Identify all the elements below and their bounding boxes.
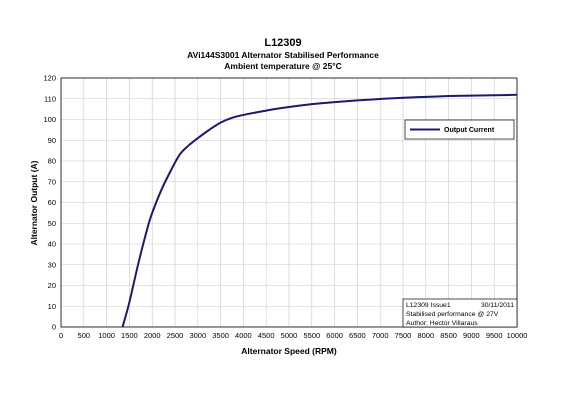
y-tick-label: 40 <box>48 240 56 249</box>
x-tick-label: 7000 <box>372 331 389 340</box>
x-tick-label: 9000 <box>463 331 480 340</box>
x-tick-label: 8000 <box>417 331 434 340</box>
info-box: L12309 Issue1 30/11/2011 Stabilised perf… <box>402 298 518 328</box>
y-tick-label: 110 <box>44 94 56 103</box>
info-date: 30/11/2011 <box>481 302 514 309</box>
x-tick-label: 2000 <box>144 331 161 340</box>
x-tick-label: 2500 <box>167 331 184 340</box>
x-tick-label: 10000 <box>507 331 528 340</box>
y-axis-ticks: 0 10 20 30 40 50 60 70 80 90 100 110 120 <box>43 74 56 332</box>
x-tick-label: 0 <box>59 331 63 340</box>
y-tick-label: 120 <box>43 74 56 83</box>
x-tick-label: 500 <box>78 331 91 340</box>
x-axis-ticks: 0 500 1000 1500 2000 2500 3000 3500 4000 4500 5000… <box>59 331 528 340</box>
y-tick-label: 30 <box>48 260 56 269</box>
plot-area-border <box>60 77 518 328</box>
x-tick-label: 6500 <box>349 331 366 340</box>
grid <box>60 77 518 328</box>
x-tick-label: 3500 <box>212 331 229 340</box>
x-tick-label: 6000 <box>326 331 343 340</box>
x-tick-label: 5000 <box>281 331 298 340</box>
x-tick-label: 8500 <box>440 331 457 340</box>
info-author: Author: Hector Villaraus <box>406 320 478 327</box>
y-tick-label: 70 <box>48 177 56 186</box>
chart-subtitle: Ambient temperature @ 25°C <box>224 61 342 71</box>
y-tick-label: 90 <box>48 136 56 145</box>
y-tick-label: 0 <box>52 323 56 332</box>
x-tick-label: 1000 <box>98 331 115 340</box>
info-issue: L12309 Issue1 <box>406 302 451 309</box>
x-tick-label: 5500 <box>303 331 320 340</box>
series-layer <box>121 93 518 328</box>
legend-box <box>404 119 515 140</box>
y-tick-label: 100 <box>43 115 56 124</box>
x-axis-label: Alternator Speed (RPM) <box>241 346 337 356</box>
y-tick-label: 80 <box>48 157 56 166</box>
y-tick-label: 10 <box>48 302 56 311</box>
chart-title: AVi144S3001 Alternator Stabilised Perfor… <box>187 50 379 60</box>
chart-code: L12309 <box>264 37 301 49</box>
x-tick-label: 4000 <box>235 331 252 340</box>
legend-label: Output Current <box>444 127 495 134</box>
y-tick-label: 60 <box>48 198 56 207</box>
x-tick-label: 4500 <box>258 331 275 340</box>
x-tick-label: 7500 <box>395 331 412 340</box>
y-tick-label: 20 <box>48 281 56 290</box>
series-line-output-current <box>121 93 518 328</box>
legend: Output Current <box>404 119 515 140</box>
info-box-frame <box>402 298 518 328</box>
x-tick-label: 9500 <box>486 331 503 340</box>
y-axis-label: Alternator Output (A) <box>29 160 39 245</box>
y-tick-label: 50 <box>48 219 56 228</box>
x-tick-label: 1500 <box>121 331 138 340</box>
info-performance: Stabilised performance @ 27V <box>406 311 499 318</box>
x-tick-label: 3000 <box>189 331 206 340</box>
